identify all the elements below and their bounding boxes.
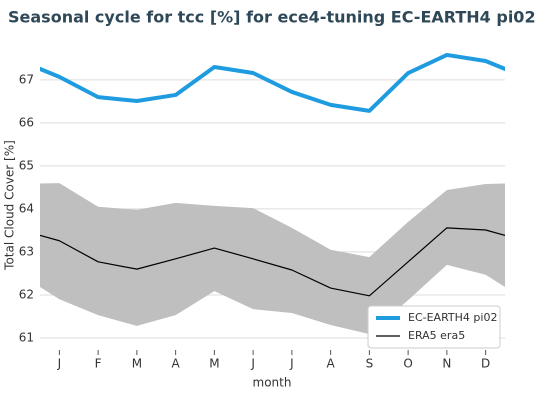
y-tick-label: 61: [19, 330, 34, 344]
spread-band: [40, 183, 505, 335]
x-tick-label: J: [57, 357, 62, 371]
x-tick-label: D: [481, 357, 490, 371]
x-tick-label: S: [366, 357, 374, 371]
y-tick-label: 62: [19, 287, 34, 301]
x-tick-label: N: [442, 357, 451, 371]
y-tick-label: 65: [19, 158, 34, 172]
x-axis-label: month: [253, 376, 292, 390]
x-tick-label: J: [250, 357, 255, 371]
y-tick-label: 67: [19, 72, 34, 86]
y-tick-label: 63: [19, 244, 34, 258]
plot-area: [40, 52, 505, 335]
chart-title: Seasonal cycle for tcc [%] for ece4-tuni…: [8, 8, 535, 27]
legend: EC-EARTH4 pi02 ERA5 era5: [367, 305, 501, 349]
x-tick-label: F: [95, 357, 102, 371]
y-tick-label: 66: [19, 115, 34, 129]
series-line: [40, 52, 505, 113]
series-line: [40, 227, 505, 297]
x-tick-label: A: [327, 357, 336, 371]
x-tick-label: M: [209, 357, 219, 371]
y-axis-label: Total Cloud Cover [%]: [3, 140, 17, 271]
legend-box: [367, 305, 501, 349]
legend-label: ERA5 era5: [408, 329, 465, 342]
x-tick-label: M: [132, 357, 142, 371]
y-tick-label: 64: [19, 201, 34, 215]
x-tick-label: O: [403, 357, 412, 371]
x-tick-label: J: [289, 357, 294, 371]
legend-label: EC-EARTH4 pi02: [408, 311, 497, 324]
x-tick-label: A: [172, 357, 181, 371]
